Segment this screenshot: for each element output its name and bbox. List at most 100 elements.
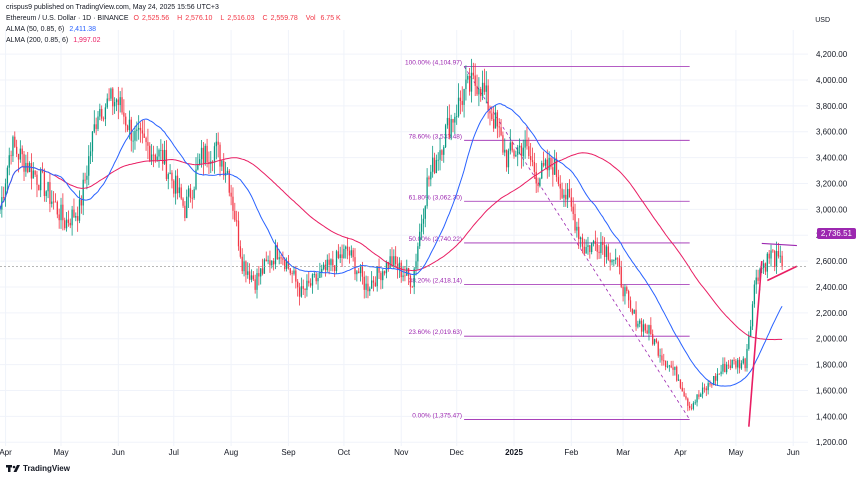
candle bbox=[511, 140, 513, 153]
candle-body bbox=[461, 100, 463, 105]
candle-body bbox=[748, 336, 750, 349]
candle-body bbox=[639, 320, 641, 324]
candle bbox=[603, 237, 606, 267]
candle-body bbox=[223, 160, 225, 176]
candle bbox=[38, 184, 40, 191]
candle bbox=[465, 65, 467, 101]
candle bbox=[526, 126, 528, 150]
candle bbox=[93, 110, 95, 134]
candle-body bbox=[568, 188, 571, 198]
candle-body bbox=[219, 144, 221, 167]
candle-body bbox=[779, 255, 781, 257]
x-tick-label: Mar bbox=[616, 448, 630, 457]
y-tick-label: 1,600.00 bbox=[816, 386, 848, 395]
candle bbox=[339, 246, 341, 264]
candle bbox=[245, 260, 247, 283]
candle-body bbox=[663, 360, 665, 362]
y-tick-label: 2,400.00 bbox=[816, 283, 848, 292]
candle bbox=[722, 357, 724, 375]
candle-body bbox=[530, 156, 532, 161]
candle bbox=[346, 237, 349, 260]
candle-body bbox=[51, 201, 53, 204]
candle bbox=[359, 264, 362, 282]
candle-body bbox=[156, 156, 158, 161]
candle bbox=[237, 211, 240, 251]
candle bbox=[97, 111, 99, 132]
candle-body bbox=[215, 141, 217, 147]
fib-level-label: 61.80% (3,062.30) bbox=[409, 194, 462, 201]
candle-body bbox=[89, 151, 92, 157]
candle-body bbox=[713, 376, 715, 386]
candle bbox=[507, 148, 510, 175]
candle-body bbox=[273, 260, 275, 265]
candle-body bbox=[648, 325, 650, 334]
candle-body bbox=[402, 275, 404, 278]
candle-body bbox=[755, 277, 757, 285]
candle bbox=[622, 284, 624, 302]
candle-body bbox=[147, 142, 149, 146]
candle bbox=[27, 151, 29, 174]
candle-body bbox=[236, 220, 238, 222]
candle bbox=[565, 183, 567, 207]
alma50-legend[interactable]: ALMA (50, 0.85, 6) 2,411.38 bbox=[6, 25, 99, 34]
fib-trend-line bbox=[463, 66, 691, 420]
candle-body bbox=[481, 82, 484, 97]
candle bbox=[354, 248, 356, 281]
candle bbox=[554, 149, 556, 175]
candle bbox=[382, 268, 384, 289]
candle-body bbox=[77, 216, 79, 221]
candle bbox=[82, 172, 84, 216]
candle-body bbox=[376, 266, 378, 287]
candle-body bbox=[596, 244, 598, 252]
candle-body bbox=[254, 279, 256, 290]
x-tick-label: Nov bbox=[394, 448, 408, 457]
candle-body bbox=[130, 119, 132, 141]
candle-body bbox=[574, 213, 576, 231]
candle bbox=[47, 181, 49, 199]
candle-body bbox=[424, 206, 426, 219]
candle bbox=[213, 142, 216, 174]
fib-level-label: 100.00% (4,104.97) bbox=[405, 59, 462, 66]
candle-body bbox=[513, 150, 515, 157]
alma50-label: ALMA (50, 0.85, 6) bbox=[6, 26, 65, 33]
candle bbox=[363, 271, 365, 299]
candle-body bbox=[557, 177, 560, 184]
candle bbox=[267, 255, 269, 265]
candle-body bbox=[95, 124, 97, 129]
candle bbox=[648, 324, 650, 341]
alma50-value: 2,411.38 bbox=[69, 26, 97, 33]
candle bbox=[88, 145, 90, 186]
candle bbox=[200, 140, 203, 168]
candle bbox=[748, 331, 750, 351]
candle bbox=[753, 280, 756, 308]
candle-body bbox=[555, 158, 558, 178]
candle-body bbox=[117, 99, 119, 106]
candle bbox=[358, 268, 360, 274]
candle-body bbox=[25, 162, 27, 172]
candle-body bbox=[446, 117, 449, 126]
candle-body bbox=[315, 274, 317, 282]
candle-body bbox=[152, 154, 155, 156]
candle-body bbox=[781, 255, 783, 267]
candle-body bbox=[548, 157, 550, 171]
candle bbox=[278, 249, 280, 265]
candle bbox=[369, 286, 371, 296]
candle-body bbox=[32, 170, 34, 179]
tradingview-logo[interactable]: TradingView bbox=[6, 464, 70, 473]
candle bbox=[121, 87, 123, 115]
candle-body bbox=[160, 150, 162, 151]
candle-body bbox=[385, 261, 388, 274]
candle-body bbox=[17, 153, 20, 160]
alma200-legend[interactable]: ALMA (200, 0.85, 6) 1,997.02 bbox=[6, 36, 103, 45]
candle bbox=[289, 267, 291, 276]
candle bbox=[178, 178, 180, 198]
candle bbox=[186, 189, 188, 219]
candle bbox=[640, 318, 643, 337]
candle bbox=[337, 244, 340, 260]
x-tick-label: May bbox=[728, 448, 743, 457]
candle bbox=[273, 258, 275, 271]
candle bbox=[173, 179, 175, 198]
candle-body bbox=[646, 330, 648, 334]
candle-body bbox=[269, 260, 271, 266]
